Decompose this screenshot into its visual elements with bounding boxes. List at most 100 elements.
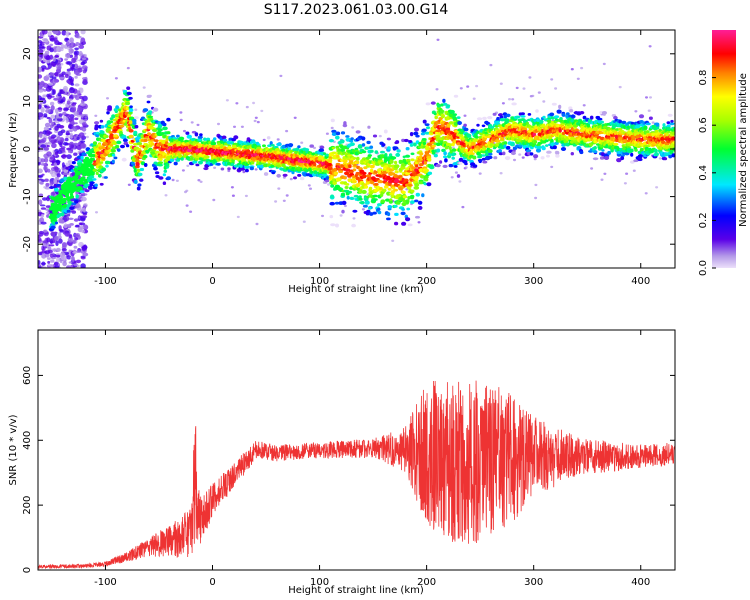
spectrogram-cell (181, 169, 185, 172)
spectrogram-cell (70, 66, 74, 72)
spectrogram-cell (405, 147, 410, 151)
spectrogram-cell (43, 115, 48, 118)
spectrogram-cell (463, 114, 467, 117)
spectrogram-cell (38, 53, 43, 57)
spectrogram-cell (38, 74, 43, 79)
spectrogram-cell (472, 155, 477, 160)
spectrogram-cell (414, 127, 419, 132)
spectrogram-cell (47, 246, 52, 251)
spectrogram-cell (40, 262, 47, 265)
spectrogram-cell (53, 97, 59, 101)
spectrogram-cell (233, 125, 236, 128)
spectrogram-cell (133, 168, 137, 173)
spectrogram-cell (384, 153, 388, 158)
spectrogram-cell (511, 98, 515, 101)
spectrogram-cell (72, 126, 78, 132)
spectrogram-cell (146, 100, 151, 104)
spectrogram-cell (368, 186, 373, 190)
spectrogram-cell (111, 114, 116, 119)
spectrogram-cell (136, 168, 141, 172)
spectrogram-cell (171, 178, 175, 182)
spectrogram-cell (61, 189, 66, 194)
spectrogram-cell (56, 68, 61, 74)
spectrogram-cell (46, 168, 51, 173)
spectrogram-cell (50, 72, 55, 76)
spectrogram-cell (166, 155, 172, 160)
spectrogram-cell (327, 158, 332, 162)
spectrogram-cell (346, 195, 350, 200)
spectrogram-cell (38, 88, 44, 93)
spectrogram-cell (41, 30, 48, 35)
spectrogram-cell (74, 117, 79, 121)
spectrogram-cell (150, 142, 155, 146)
spectrogram-cell (603, 172, 607, 175)
spectrogram-cell (51, 89, 55, 96)
spectrogram-cell (647, 109, 651, 112)
spectrogram-cell (81, 245, 88, 251)
spectrogram-cell (81, 61, 85, 66)
spectrogram-cell (448, 146, 452, 150)
spectrogram-cell (59, 229, 64, 233)
spectrogram-cell (178, 154, 183, 158)
spectrogram-cell (39, 33, 44, 37)
spectrogram-cell (105, 135, 109, 138)
spectrogram-cell (62, 111, 67, 116)
spectrogram-cell (211, 141, 217, 146)
spectrogram-cell (60, 219, 65, 224)
spectrogram-cell (64, 58, 68, 61)
spectrogram-cell (222, 138, 228, 142)
spectrogram-cell (339, 139, 345, 143)
spectrogram-cell (645, 96, 648, 99)
spectrogram-cell (157, 128, 163, 132)
spectrogram-cell (488, 152, 493, 156)
spectrogram-cell (414, 199, 419, 203)
spectrogram-cell (136, 142, 143, 146)
spectrogram-cell (142, 108, 149, 112)
spectrogram-cell (154, 150, 160, 154)
spectrogram-cell (95, 211, 98, 214)
spectrogram-cell (405, 199, 410, 204)
spectrogram-cell (249, 166, 254, 171)
spectrogram-cell (330, 126, 334, 130)
spectrogram-cell (570, 152, 574, 156)
spectrogram-cell (183, 129, 186, 133)
spectrogram-cell (415, 134, 420, 138)
spectrogram-cell (505, 113, 511, 118)
spectrogram-cell (74, 199, 79, 204)
spectrogram-cell (82, 252, 89, 257)
spectrogram-cell (401, 221, 407, 226)
spectrogram-cell (521, 156, 525, 159)
spectrogram-cell (135, 162, 140, 167)
spectrogram-cell (49, 54, 54, 60)
spectrogram-cell (482, 160, 488, 164)
spectrogram-cell (69, 117, 74, 121)
spectrogram-cell (282, 173, 288, 177)
spectrogram-cell (39, 181, 44, 185)
spectrogram-cell (341, 209, 345, 214)
spectrogram-cell (72, 251, 78, 254)
spectrogram-cell (62, 242, 68, 248)
spectrogram-cell (42, 130, 47, 135)
spectrogram-cell (593, 150, 598, 154)
spectrogram-cell (213, 137, 217, 141)
spectrogram-cell (38, 260, 41, 265)
spectrogram-cell (46, 144, 50, 148)
spectrogram-cell (299, 177, 305, 181)
spectrogram-cell (45, 205, 51, 208)
spectrogram-cell (78, 87, 84, 91)
spectrogram-cell (56, 65, 62, 70)
spectrogram-cell (74, 122, 78, 125)
spectrogram-cell (454, 171, 458, 174)
spectrogram-cell (42, 240, 47, 244)
spectrogram-cell (45, 74, 51, 77)
spectrogram-cell (632, 169, 636, 172)
spectrogram-cell (40, 207, 47, 210)
spectrogram-cell (65, 166, 69, 170)
spectrogram-cell (436, 38, 440, 41)
spectrogram-cell (263, 172, 269, 176)
spectrogram-cell (97, 163, 102, 166)
spectrogram-cell (352, 217, 356, 220)
spectrogram-cell (70, 169, 75, 173)
spectrogram-cell (270, 144, 275, 147)
